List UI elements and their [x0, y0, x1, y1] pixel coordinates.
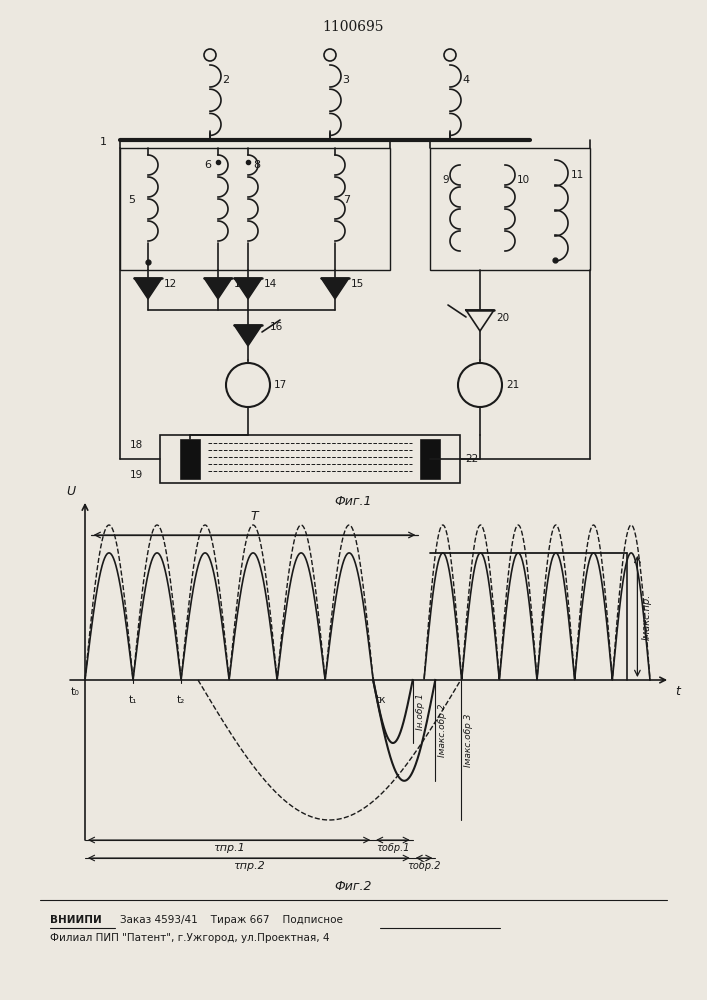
Text: 21: 21	[506, 380, 519, 390]
Text: t₀: t₀	[71, 687, 80, 697]
Text: t: t	[675, 685, 680, 698]
Text: 13: 13	[234, 279, 247, 289]
Text: 12: 12	[164, 279, 177, 289]
Text: 17: 17	[274, 380, 287, 390]
Text: τобр.2: τобр.2	[407, 861, 440, 871]
Text: T: T	[251, 510, 258, 523]
Circle shape	[444, 49, 456, 61]
Text: 16: 16	[270, 322, 284, 332]
Text: Iмакс.обр 3: Iмакс.обр 3	[464, 713, 473, 767]
Text: 7: 7	[343, 195, 350, 205]
Text: t₂: t₂	[177, 695, 185, 705]
Polygon shape	[234, 325, 262, 346]
Polygon shape	[234, 278, 262, 299]
Bar	[120, 148, 390, 270]
Text: 18: 18	[130, 440, 144, 450]
Text: 2: 2	[222, 75, 229, 85]
Text: 10: 10	[517, 175, 530, 185]
Text: t₁: t₁	[129, 695, 137, 705]
Text: Филиал ПИП "Патент", г.Ужгород, ул.Проектная, 4: Филиал ПИП "Патент", г.Ужгород, ул.Проек…	[50, 933, 329, 943]
Text: Iн.обр 1: Iн.обр 1	[416, 693, 425, 730]
Text: Iмакс.обр 2: Iмакс.обр 2	[438, 704, 448, 757]
Text: τпр.1: τпр.1	[214, 843, 245, 853]
Text: 20: 20	[496, 313, 509, 323]
Polygon shape	[134, 278, 162, 299]
Text: 3: 3	[342, 75, 349, 85]
Text: τобр.1: τобр.1	[376, 843, 409, 853]
Text: tк: tк	[376, 695, 387, 705]
Bar	[430, 148, 590, 270]
Circle shape	[458, 363, 502, 407]
Bar	[180, 439, 200, 479]
Polygon shape	[321, 278, 349, 299]
Text: 19: 19	[130, 470, 144, 480]
Bar	[420, 439, 440, 479]
Text: Фиг.1: Фиг.1	[334, 495, 372, 508]
Text: 1: 1	[100, 137, 107, 147]
Polygon shape	[204, 278, 232, 299]
Bar	[160, 435, 460, 483]
Circle shape	[226, 363, 270, 407]
Text: 14: 14	[264, 279, 277, 289]
Text: 9: 9	[442, 175, 449, 185]
Text: 4: 4	[462, 75, 469, 85]
Text: 8: 8	[253, 160, 260, 170]
Circle shape	[204, 49, 216, 61]
Text: Iмакс.пр.: Iмакс.пр.	[641, 593, 651, 640]
Text: Фиг.2: Фиг.2	[334, 880, 372, 893]
Text: Заказ 4593/41    Тираж 667    Подписное: Заказ 4593/41 Тираж 667 Подписное	[120, 915, 343, 925]
Text: 1100695: 1100695	[322, 20, 384, 34]
Text: 6: 6	[204, 160, 211, 170]
Text: 5: 5	[128, 195, 135, 205]
Text: U: U	[66, 485, 75, 498]
Text: 11: 11	[571, 170, 584, 180]
Text: 15: 15	[351, 279, 364, 289]
Circle shape	[324, 49, 336, 61]
Text: ВНИИПИ: ВНИИПИ	[50, 915, 102, 925]
Text: 22: 22	[465, 454, 478, 464]
Text: τпр.2: τпр.2	[233, 861, 264, 871]
